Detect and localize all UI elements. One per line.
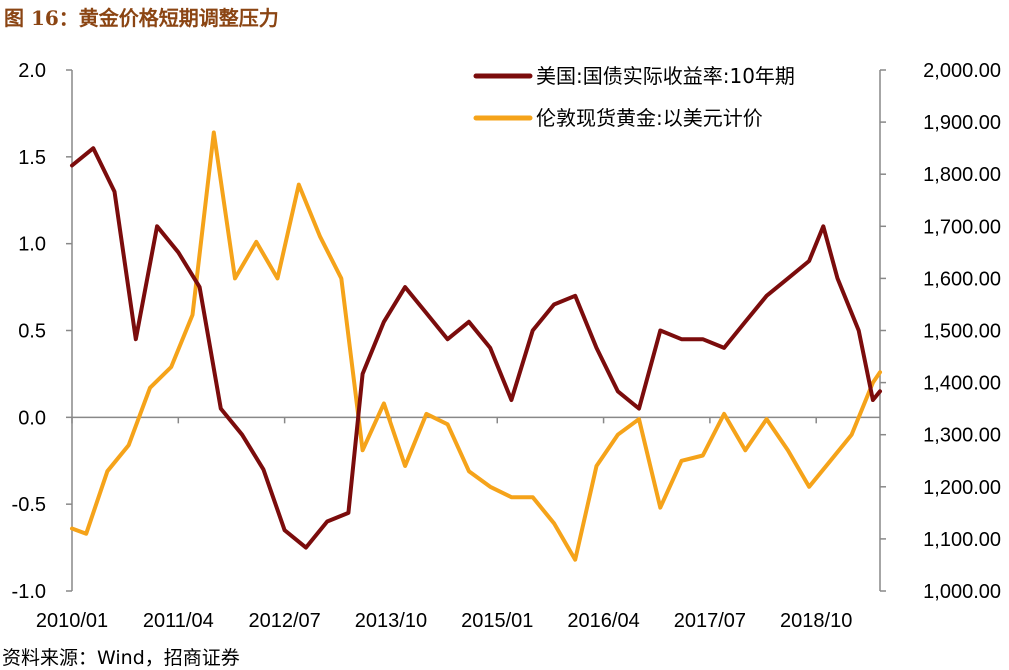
tick-labels: 2.0 1.5 1.0 0.5 0.0 -0.5 -1.0 2,000.00 1,900.00 1…: [12, 60, 1001, 632]
source-note: 资料来源：Wind，招商证券: [2, 647, 240, 669]
left-tick-label: 0.5: [18, 321, 46, 343]
right-tick-label: 2,000.00: [923, 60, 1001, 82]
left-tick-label: 1.5: [18, 147, 46, 169]
right-tick-label: 1,800.00: [923, 164, 1001, 186]
right-tick-label: 1,700.00: [923, 216, 1001, 238]
x-tick-label: 2010/01: [36, 610, 108, 632]
x-tick-label: 2011/04: [143, 610, 214, 632]
right-tick-label: 1,600.00: [923, 268, 1001, 290]
right-tick-label: 1,400.00: [923, 373, 1001, 395]
series-line-gold: [70, 130, 882, 562]
right-tick-label: 1,000.00: [923, 581, 1001, 603]
right-tick-label: 1,200.00: [923, 477, 1001, 499]
left-tick-label: 1.0: [18, 234, 46, 256]
right-tick-label: 1,900.00: [923, 112, 1001, 134]
x-tick-label: 2017/07: [674, 610, 746, 632]
legend-label: 美国:国债实际收益率:10年期: [536, 64, 795, 88]
right-tick-label: 1,100.00: [923, 529, 1001, 551]
series-layer: [70, 130, 882, 562]
axes: [66, 69, 886, 592]
left-tick-label: 2.0: [18, 60, 46, 82]
x-tick-label: 2012/07: [248, 610, 320, 632]
legend-label: 伦敦现货黄金:以美元计价: [536, 106, 763, 130]
x-tick-label: 2015/01: [461, 610, 533, 632]
x-tick-label: 2013/10: [355, 610, 427, 632]
series-line-yield: [70, 146, 882, 550]
right-tick-label: 1,300.00: [923, 425, 1001, 447]
left-tick-label: -1.0: [12, 581, 46, 603]
x-tick-label: 2016/04: [567, 610, 639, 632]
x-tick-label: 2018/10: [780, 610, 852, 632]
left-tick-label: 0.0: [18, 407, 46, 429]
right-tick-label: 1,500.00: [923, 321, 1001, 343]
chart-title: 图 16：黄金价格短期调整压力: [4, 6, 279, 30]
left-tick-label: -0.5: [12, 494, 46, 516]
